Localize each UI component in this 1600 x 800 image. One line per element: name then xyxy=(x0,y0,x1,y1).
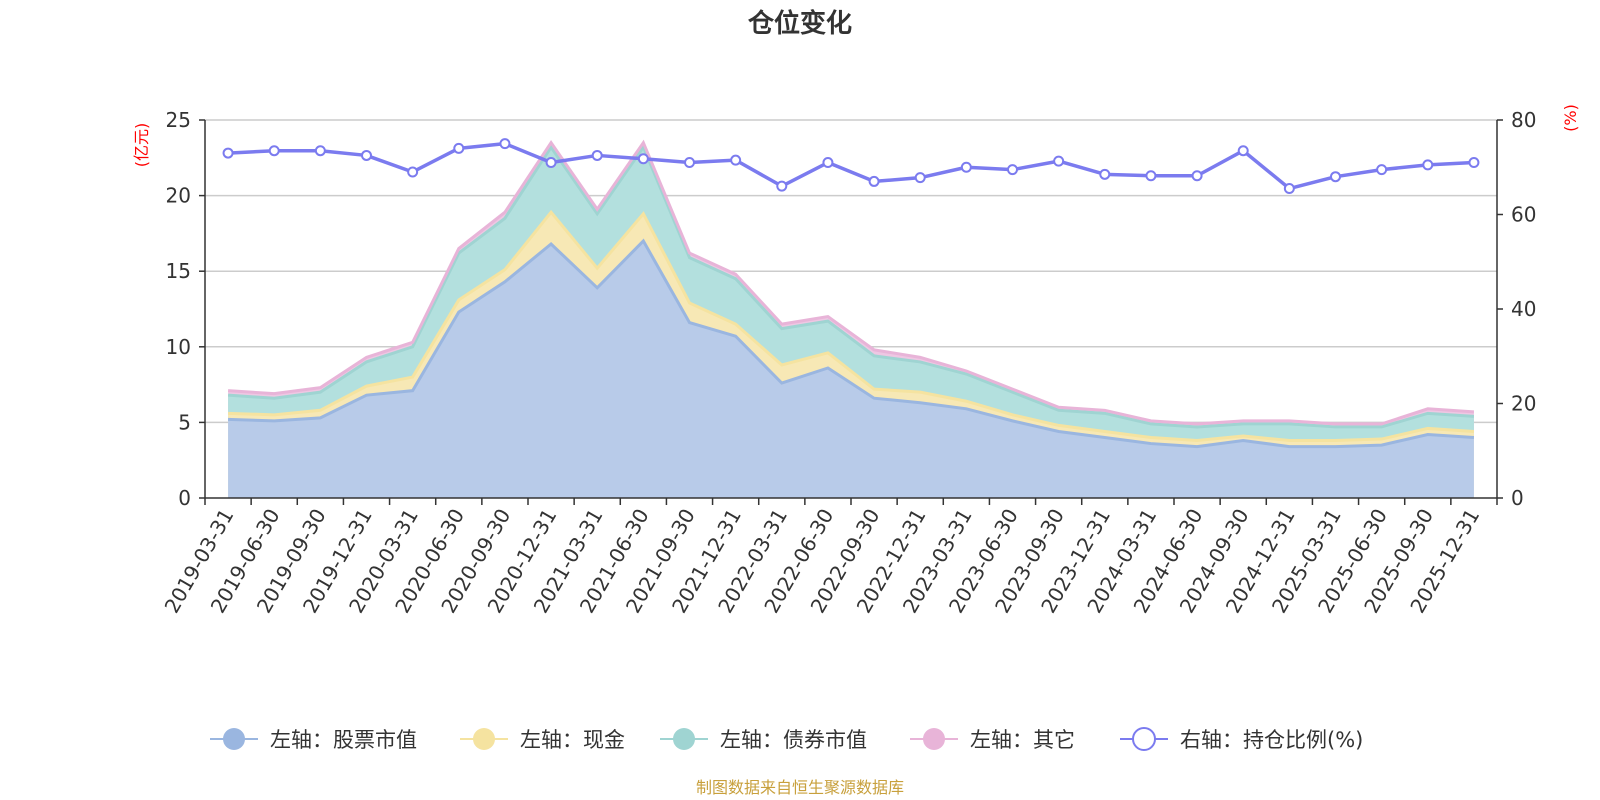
ratio-point xyxy=(1191,170,1203,182)
legend-circle-marker xyxy=(473,728,495,750)
legend-circle-marker xyxy=(923,728,945,750)
legend-circle-marker xyxy=(223,728,245,750)
ratio-point xyxy=(1376,164,1388,176)
left-tick-label: 15 xyxy=(166,259,191,283)
left-tick-label: 0 xyxy=(178,486,191,510)
ratio-point xyxy=(1007,164,1018,176)
ratio-point xyxy=(684,157,695,169)
source-note: 制图数据来自恒生聚源数据库 xyxy=(696,778,904,797)
ratio-point xyxy=(730,154,742,166)
legend-label: 右轴：持仓比例(%) xyxy=(1180,728,1363,752)
area-edge-左轴：现金 xyxy=(228,209,1475,443)
legend-label: 左轴：其它 xyxy=(970,728,1075,752)
ratio-point xyxy=(1237,145,1249,157)
ratio-point xyxy=(1145,170,1157,182)
legend-circle-marker xyxy=(1132,727,1156,751)
ratio-point xyxy=(453,142,465,154)
area-左轴：股票市值 xyxy=(228,240,1474,498)
ratio-point xyxy=(776,180,788,192)
area-edge-左轴：其它 xyxy=(227,139,1475,426)
ratio-point xyxy=(914,172,926,184)
left-tick-label: 10 xyxy=(166,335,191,359)
ratio-point xyxy=(499,138,511,150)
ratio-line xyxy=(222,138,1480,195)
legend: 左轴：股票市值 左轴：现金 左轴：债券市值 左轴：其它 右轴：持仓比例(%) xyxy=(210,727,1363,752)
ratio-point xyxy=(314,145,326,157)
stacked-areas xyxy=(227,139,1475,498)
ratio-point xyxy=(1330,171,1341,183)
right-tick-label: 40 xyxy=(1511,297,1536,321)
right-tick-label: 0 xyxy=(1511,486,1524,510)
right-tick-label: 20 xyxy=(1511,392,1536,416)
right-axis-unit: (%) xyxy=(1561,104,1580,132)
ratio-point xyxy=(545,157,557,169)
chart-title: 仓位变化 xyxy=(747,8,852,39)
ratio-point xyxy=(1283,183,1295,195)
ratio-point xyxy=(637,153,649,165)
right-tick-label: 60 xyxy=(1511,203,1536,227)
ratio-point xyxy=(1468,157,1480,169)
legend-label: 左轴：现金 xyxy=(520,728,625,752)
ratio-point xyxy=(1099,168,1111,180)
left-tick-label: 5 xyxy=(178,410,191,434)
left-tick-label: 20 xyxy=(166,184,191,208)
left-axis-unit: (亿元) xyxy=(132,123,151,168)
area-edge-左轴：债券市值 xyxy=(227,144,1475,429)
ratio-point xyxy=(960,161,972,173)
right-tick-label: 80 xyxy=(1511,108,1536,132)
ratio-point xyxy=(361,149,372,161)
ratio-point xyxy=(1053,155,1065,167)
ratio-point xyxy=(591,149,603,161)
ratio-point xyxy=(222,147,234,159)
ratio-point xyxy=(868,175,880,187)
legend-circle-marker xyxy=(673,728,695,750)
ratio-point xyxy=(1422,159,1434,171)
legend-label: 左轴：股票市值 xyxy=(270,728,417,752)
area-edge-左轴：股票市值 xyxy=(228,238,1475,449)
ratio-point xyxy=(268,145,280,157)
ratio-point xyxy=(822,157,834,169)
left-tick-label: 25 xyxy=(166,108,191,132)
ratio-point xyxy=(407,166,419,178)
ratio-line-path xyxy=(227,141,1475,191)
legend-label: 左轴：债券市值 xyxy=(720,728,867,752)
